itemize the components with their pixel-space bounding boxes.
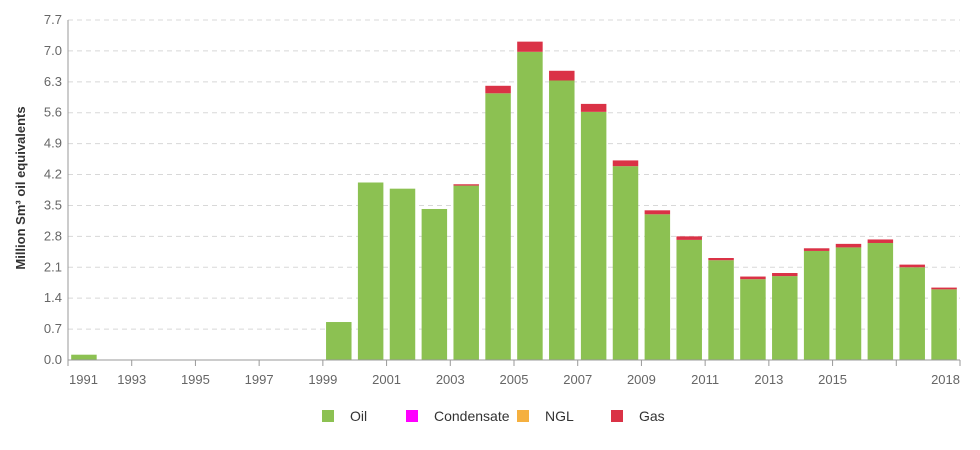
y-tick-label: 4.2 bbox=[44, 167, 62, 182]
bar-oil-2001 bbox=[389, 188, 416, 360]
bar-oil-2013 bbox=[772, 276, 798, 360]
y-tick-label: 6.3 bbox=[44, 74, 62, 89]
bar-gas-2018 bbox=[931, 287, 957, 290]
legend-swatch bbox=[406, 410, 418, 422]
bar-oil-2007 bbox=[580, 111, 607, 361]
x-tick-label: 1993 bbox=[117, 372, 146, 387]
bar-oil-2006 bbox=[549, 80, 575, 361]
y-tick-label: 4.9 bbox=[44, 136, 62, 151]
y-axis-label: Million Sm³ oil equivalents bbox=[13, 106, 28, 269]
legend-swatch bbox=[322, 410, 334, 422]
x-tick-label: 1999 bbox=[308, 372, 337, 387]
legend-label: Gas bbox=[639, 408, 665, 424]
x-tick-label: 1997 bbox=[245, 372, 274, 387]
y-tick-label: 5.6 bbox=[44, 105, 62, 120]
x-tick-label: 2001 bbox=[372, 372, 401, 387]
x-tick-label: 2005 bbox=[500, 372, 529, 387]
bar-gas-2004 bbox=[485, 85, 511, 94]
bar-oil-2008 bbox=[612, 166, 639, 360]
y-tick-label: 7.0 bbox=[44, 43, 62, 58]
legend-label: Oil bbox=[350, 408, 367, 424]
y-axis-ticks: 0.0 0.7 1.4 2.1 2.8 3.5 4.2 4.9 5.6 6.3 7.0 7.7 bbox=[44, 12, 62, 367]
x-tick-label: 2007 bbox=[563, 372, 592, 387]
bar-oil-2012 bbox=[740, 279, 766, 360]
grid-lines bbox=[68, 19, 960, 330]
bar-oil-2010 bbox=[676, 239, 702, 360]
x-tick-label: 2015 bbox=[818, 372, 847, 387]
bar-gas-2011 bbox=[708, 258, 734, 261]
y-tick-label: 7.7 bbox=[44, 12, 62, 27]
y-tick-label: 0.7 bbox=[44, 321, 62, 336]
legend-swatch bbox=[517, 410, 529, 422]
x-tick-label: 2011 bbox=[691, 372, 719, 387]
bar-gas-2014 bbox=[803, 248, 830, 251]
bar-oil-2000 bbox=[357, 182, 384, 360]
bar-oil-2003 bbox=[453, 185, 479, 360]
legend-swatch bbox=[611, 410, 623, 422]
bar-oil-2004 bbox=[485, 93, 511, 360]
bar-oil-2002 bbox=[421, 208, 448, 360]
legend-item-oil[interactable]: Oil bbox=[322, 408, 367, 424]
x-tick-label: 2003 bbox=[436, 372, 465, 387]
bar-oil-2005 bbox=[517, 51, 543, 360]
bar-gas-2009 bbox=[644, 210, 671, 215]
bar-gas-2015 bbox=[835, 243, 862, 248]
bar-oil-2018 bbox=[931, 289, 957, 360]
y-tick-label: 1.4 bbox=[44, 290, 62, 305]
legend-label: NGL bbox=[545, 408, 574, 424]
bars bbox=[71, 41, 957, 361]
bar-gas-2013 bbox=[772, 273, 798, 277]
bar-gas-2007 bbox=[580, 103, 607, 112]
bar-oil-1991 bbox=[71, 354, 97, 360]
y-tick-label: 0.0 bbox=[44, 352, 62, 367]
bar-gas-2006 bbox=[549, 70, 575, 81]
bar-oil-2011 bbox=[708, 260, 734, 360]
y-tick-label: 2.8 bbox=[44, 228, 62, 243]
bar-gas-2008 bbox=[612, 160, 639, 167]
bar-gas-2016 bbox=[867, 239, 894, 243]
x-tick-label: 2009 bbox=[627, 372, 656, 387]
bar-gas-2012 bbox=[740, 276, 766, 280]
legend-item-gas[interactable]: Gas bbox=[611, 408, 665, 424]
y-tick-label: 3.5 bbox=[44, 197, 62, 212]
x-tick-label: 2018 bbox=[931, 372, 960, 387]
legend-label: Condensate bbox=[434, 408, 510, 424]
bar-oil-2017 bbox=[899, 267, 925, 360]
bar-gas-2003 bbox=[453, 184, 479, 186]
bar-gas-2017 bbox=[899, 264, 925, 268]
legend-item-condensate[interactable]: Condensate bbox=[406, 408, 510, 424]
x-tick-label: 1991 bbox=[69, 372, 98, 387]
bar-gas-2010 bbox=[676, 236, 702, 240]
bar-oil-1999 bbox=[326, 322, 352, 360]
x-tick-label: 1995 bbox=[181, 372, 210, 387]
bar-oil-2009 bbox=[644, 214, 671, 360]
bar-gas-2005 bbox=[517, 41, 543, 52]
x-axis-ticks: 1991 1993 1995 1997 1999 2001 2003 2005 2007 2009… bbox=[67, 360, 961, 387]
legend-item-ngl[interactable]: NGL bbox=[517, 408, 574, 424]
x-tick-label: 2013 bbox=[754, 372, 783, 387]
bar-oil-2016 bbox=[867, 242, 894, 360]
y-tick-label: 2.1 bbox=[44, 259, 62, 274]
legend: Oil Condensate NGL Gas bbox=[322, 408, 665, 424]
bar-oil-2015 bbox=[835, 247, 862, 360]
bar-oil-2014 bbox=[803, 250, 830, 360]
